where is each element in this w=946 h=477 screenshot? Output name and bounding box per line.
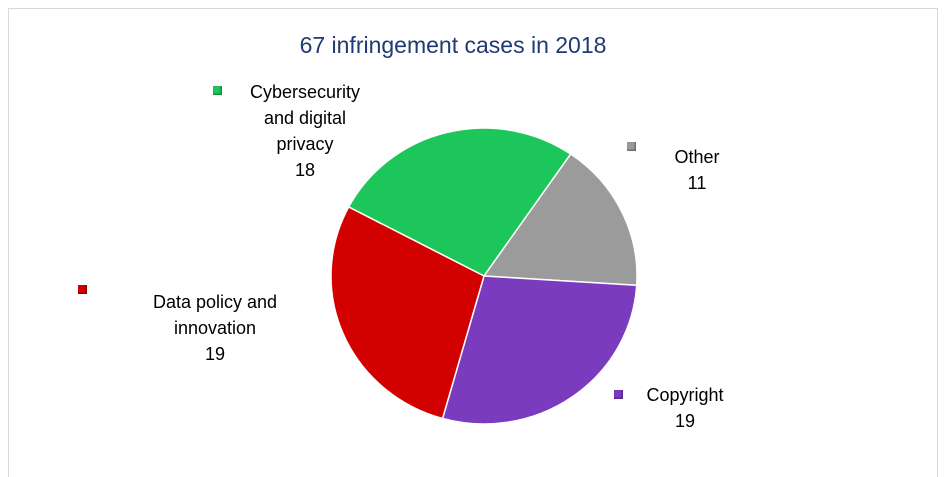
pie-slice [347, 127, 572, 277]
category-label: Other [674, 147, 720, 167]
value-label: 11 [687, 173, 707, 193]
pie-slice [482, 153, 638, 287]
category-label: Copyright [646, 385, 724, 405]
legend-marker [627, 142, 636, 151]
chart-frame [8, 8, 938, 477]
data-label: Other 11 [652, 144, 742, 196]
legend-marker [614, 390, 623, 399]
chart-title: 67 infringement cases in 2018 [299, 32, 607, 58]
category-label: Data policy and innovation [152, 292, 278, 338]
pie [330, 127, 638, 425]
legend-marker [78, 285, 87, 294]
data-label: Data policy and innovation 19 [140, 289, 290, 367]
data-label: Copyright 19 [630, 382, 740, 434]
value-label: 19 [674, 411, 696, 431]
pie-slice [330, 205, 485, 420]
value-label: 19 [204, 344, 226, 364]
category-label: Cybersecurity and digital privacy [249, 82, 361, 154]
value-label: 18 [294, 160, 316, 180]
pie-slice [441, 275, 638, 425]
legend-marker [213, 86, 222, 95]
data-label: Cybersecurity and digital privacy 18 [237, 79, 373, 183]
